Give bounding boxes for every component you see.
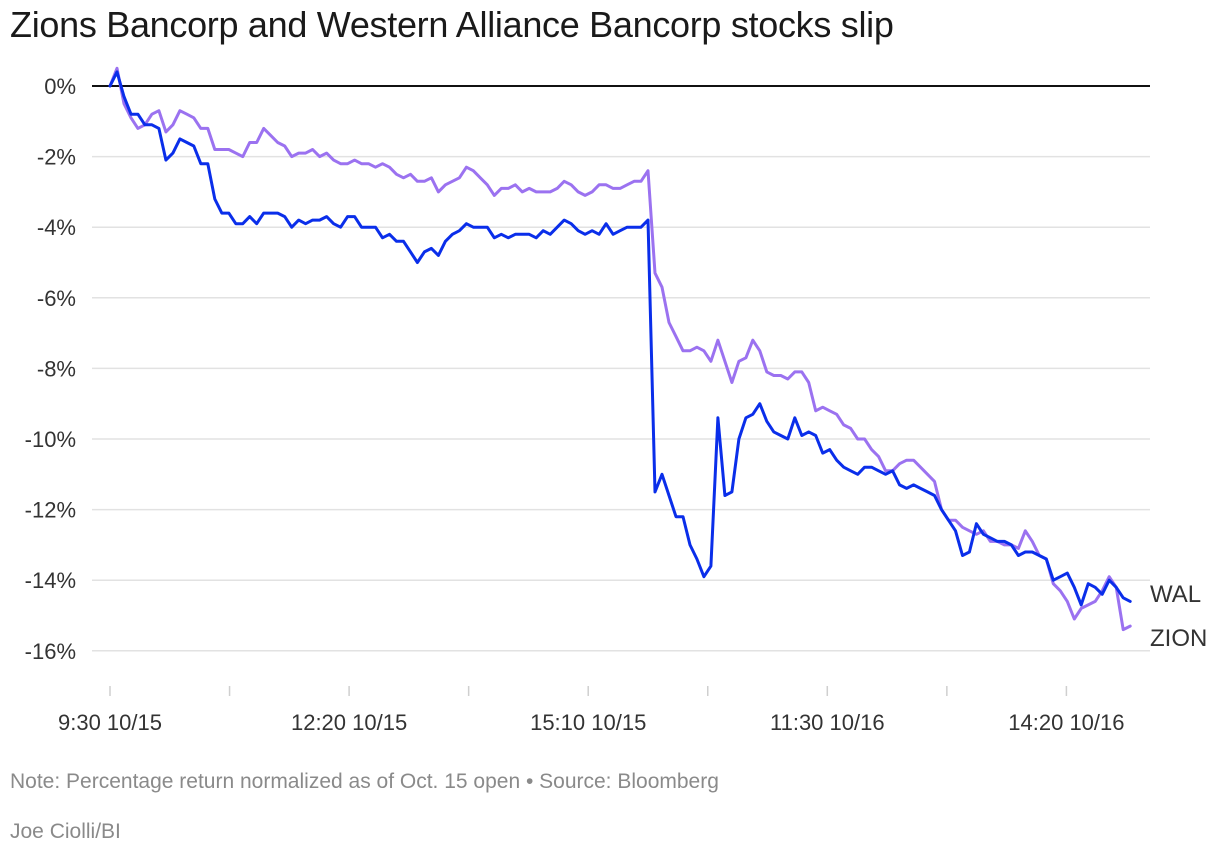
y-tick-label: -10%	[25, 427, 76, 452]
series-end-labels: WAL ZION	[1150, 581, 1207, 652]
x-tick-label: 9:30 10/15	[58, 710, 162, 735]
series-label-zion: ZION	[1150, 625, 1207, 652]
y-tick-label: -14%	[25, 568, 76, 593]
y-axis-tick-labels: 0% -2% -4% -6% -8% -10% -12% -14% -16%	[25, 74, 76, 664]
gridlines	[92, 85, 1150, 652]
x-tick-label: 12:20 10/15	[291, 710, 407, 735]
y-tick-label: -4%	[37, 215, 76, 240]
series-label-wal: WAL	[1150, 581, 1201, 608]
y-tick-label: 0%	[44, 74, 76, 99]
chart-note: Note: Percentage return normalized as of…	[10, 770, 719, 793]
y-tick-label: -16%	[25, 639, 76, 664]
chart-credit: Joe Ciolli/BI	[10, 820, 121, 843]
x-tick-label: 14:20 10/16	[1008, 710, 1124, 735]
x-tick-label: 15:10 10/15	[530, 710, 646, 735]
line-chart: 0% -2% -4% -6% -8% -10% -12% -14% -16% 9:30 10/1…	[25, 66, 1207, 735]
series-lines	[108, 66, 1132, 632]
y-tick-label: -6%	[37, 286, 76, 311]
y-tick-label: -8%	[37, 356, 76, 381]
y-tick-label: -12%	[25, 498, 76, 523]
series-line-zion	[108, 66, 1132, 632]
y-tick-label: -2%	[37, 145, 76, 170]
x-tick-label: 11:30 10/16	[770, 710, 885, 735]
series-line-wal	[108, 70, 1132, 607]
x-axis: 9:30 10/15 12:20 10/15 15:10 10/15 11:30 10…	[58, 686, 1125, 735]
chart-title: Zions Bancorp and Western Alliance Banco…	[10, 4, 894, 45]
